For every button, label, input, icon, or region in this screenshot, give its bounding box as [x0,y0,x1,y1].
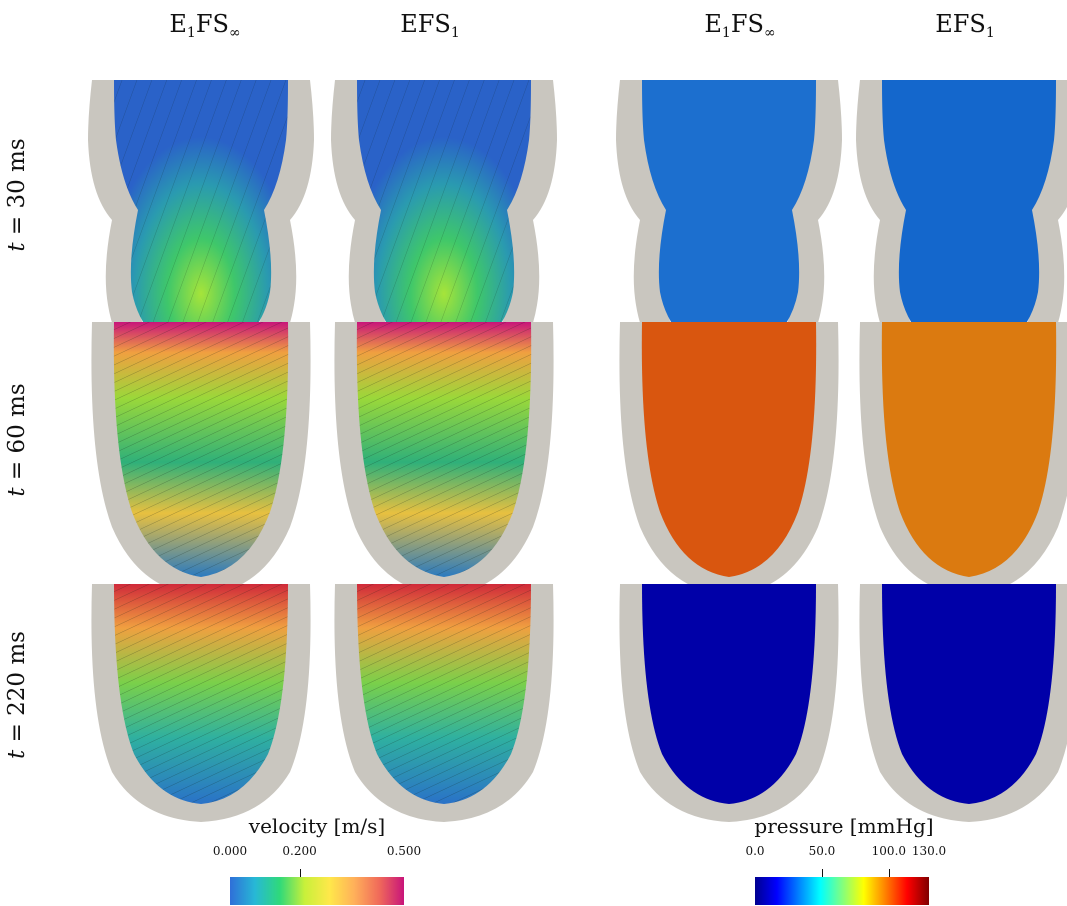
pressure-panel-efs1-60ms [859,322,1067,595]
pressure-tick-label: 0.0 [745,844,765,858]
velocity-tick-label: 0.500 [386,844,422,858]
column-title-2: EFS1 [400,10,460,41]
column-title-3: E1FS∞ [704,10,776,41]
pressure-panel-e1fsinf-220ms [619,584,839,822]
velocity-panel-e1fsinf-60ms [91,322,311,595]
velocity-panel-e1fsinf-220ms [91,584,311,822]
column-title-4: EFS1 [935,10,995,41]
pressure-tick-label: 50.0 [808,844,836,858]
velocity-tick-label: 0.000 [212,844,248,858]
velocity-colorbar [230,877,404,905]
pressure-tick-mark [888,869,890,877]
pressure-colorbar-title: pressure [mmHg] [754,814,934,838]
velocity-tick-mark [299,869,301,877]
column-title-1: E1FS∞ [169,10,241,41]
velocity-tick-label: 0.200 [282,844,317,858]
velocity-panel-efs1-60ms [334,322,554,595]
pressure-colorbar [755,877,929,905]
velocity-panel-efs1-220ms [334,584,554,822]
pressure-panel-e1fsinf-60ms [619,322,839,595]
pressure-tick-label: 100.0 [871,844,907,858]
pressure-tick-label: 130.0 [911,844,947,858]
pressure-tick-mark [821,869,823,877]
pressure-panel-efs1-220ms [859,584,1067,822]
velocity-colorbar-title: velocity [m/s] [248,814,386,838]
